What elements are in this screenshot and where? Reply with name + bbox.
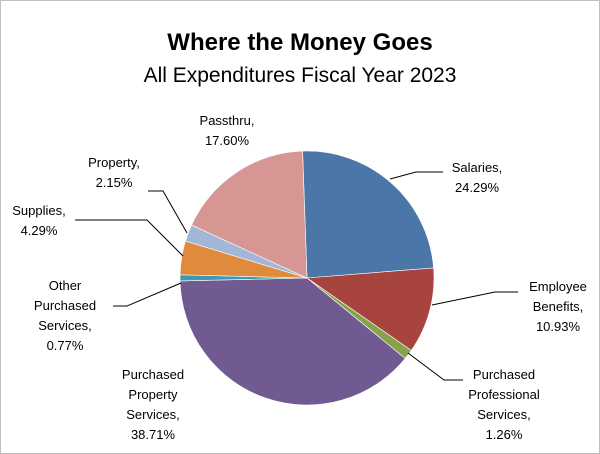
- slice-label: Other Purchased Services, 0.77%: [34, 278, 96, 353]
- slice-label: Employee Benefits, 10.93%: [529, 279, 587, 334]
- slice-label: Purchased Property Services, 38.71%: [122, 367, 184, 442]
- slice-label: Passthru, 17.60%: [200, 113, 255, 148]
- leader-line: [431, 291, 518, 306]
- leader-line: [75, 219, 184, 257]
- slice-label: Property, 2.15%: [88, 155, 140, 190]
- leader-line: [113, 282, 182, 307]
- pie-slice-passthru: [191, 150, 308, 279]
- pie-slice-salaries: [302, 150, 434, 279]
- chart-subtitle: All Expenditures Fiscal Year 2023: [144, 64, 457, 87]
- leader-line: [389, 171, 443, 180]
- leader-lines: [75, 171, 518, 381]
- pie-slices: [179, 150, 435, 406]
- pie-slice-purchased-property-services: [179, 277, 406, 406]
- pie-slice-employee-benefits: [306, 267, 435, 351]
- slice-label: Supplies, 4.29%: [12, 203, 65, 238]
- leader-line: [407, 352, 463, 381]
- leader-line: [148, 190, 188, 234]
- slice-labels: Salaries, 24.29% Employee Benefits, 10.93% Pu…: [12, 113, 587, 442]
- chart-title: Where the Money Goes: [167, 29, 432, 56]
- slice-label: Salaries, 24.29%: [452, 160, 503, 195]
- slice-label: Purchased Professional Services, 1.26%: [468, 367, 540, 442]
